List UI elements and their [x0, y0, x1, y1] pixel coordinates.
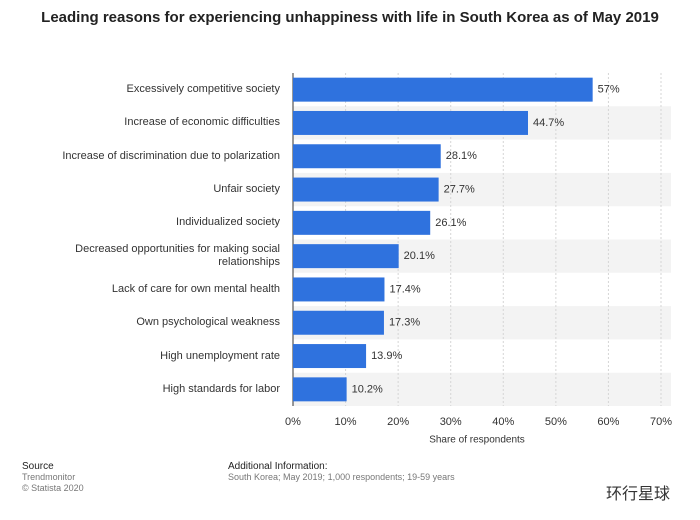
x-tick-label: 50%	[545, 416, 567, 428]
x-tick-label: 60%	[597, 416, 619, 428]
y-tick-label: Increase of economic difficulties	[124, 116, 280, 129]
bar	[293, 77, 593, 102]
bar	[293, 144, 441, 169]
info-title: Additional Information:	[228, 461, 328, 472]
bar	[293, 377, 347, 402]
bar	[293, 177, 439, 202]
value-label: 13.9%	[371, 350, 402, 362]
watermark: 环行星球	[606, 484, 671, 503]
y-tick-label: Increase of discrimination due to polari…	[62, 149, 280, 162]
x-tick-label: 20%	[387, 416, 409, 428]
info-block: Additional Information: South Korea; May…	[228, 461, 455, 483]
info: South Korea; May 2019; 1,000 respondents…	[228, 472, 455, 482]
copyright: © Statista 2020	[22, 483, 84, 493]
value-label: 28.1%	[446, 150, 477, 162]
y-tick-label: Unfair society	[213, 183, 280, 196]
x-tick-label: 30%	[440, 416, 462, 428]
value-label: 26.1%	[435, 217, 466, 229]
value-label: 44.7%	[533, 117, 564, 129]
row-stripe	[293, 372, 671, 406]
source: Trendmonitor	[22, 472, 76, 482]
y-tick-label: High standards for labor	[162, 382, 280, 395]
y-tick-label: Excessively competitive society	[126, 83, 280, 96]
value-label: 17.3%	[389, 317, 420, 329]
source-block: Source Trendmonitor © Statista 2020	[22, 461, 84, 494]
value-label: 27.7%	[444, 183, 475, 195]
y-tick-label: Individualized society	[176, 216, 280, 229]
x-tick-label: 0%	[285, 416, 301, 428]
y-tick-label: High unemployment rate	[160, 349, 280, 362]
value-label: 17.4%	[389, 283, 420, 295]
x-axis-label: Share of respondents	[429, 435, 525, 446]
value-label: 57%	[598, 84, 620, 96]
y-tick-label: Decreased opportunities for making socia…	[75, 243, 280, 269]
bar	[293, 344, 367, 369]
bar	[293, 244, 399, 269]
x-tick-label: 40%	[492, 416, 514, 428]
x-tick-label: 70%	[650, 416, 672, 428]
bar	[293, 310, 384, 335]
bar	[293, 110, 528, 135]
x-tick-label: 10%	[335, 416, 357, 428]
chart-title: Leading reasons for experiencing unhappi…	[41, 9, 659, 26]
y-tick-label: Lack of care for own mental health	[111, 282, 280, 295]
source-title: Source	[22, 461, 54, 472]
bar	[293, 277, 385, 302]
y-tick-label: Own psychological weakness	[136, 316, 280, 329]
bar	[293, 210, 431, 235]
value-label: 20.1%	[404, 250, 435, 262]
value-label: 10.2%	[352, 383, 383, 395]
